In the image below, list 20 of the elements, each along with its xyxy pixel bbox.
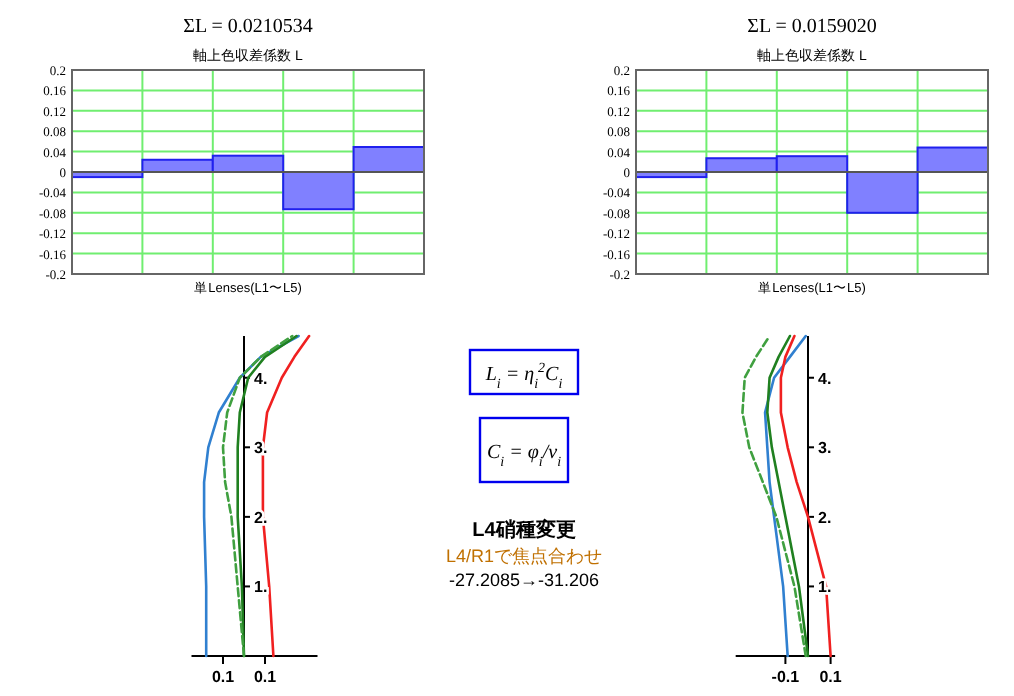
text: -27.2085→-31.206: [448, 570, 600, 590]
text: L$_{i}$ = η$_{i}$$^{2}$C$_{i}$: [483, 360, 563, 392]
y-tick-label: 3.: [818, 439, 832, 458]
y-tick-label: 4.: [818, 369, 832, 388]
text: L4/R1で焦点合わせ: [445, 546, 603, 566]
y-tick-label: 1.: [254, 578, 268, 597]
line-series: [779, 334, 832, 658]
y-tick-label: 4.: [254, 369, 268, 388]
chart-title: ΣL = 0.0159020: [747, 16, 877, 38]
x-tick-label: -0.1: [771, 668, 801, 686]
line-series: [202, 334, 300, 658]
text: C$_{i}$ = φ$_{i}$/ν$_{i}$: [486, 442, 562, 470]
line-series: [741, 334, 808, 658]
x-tick-label: 0.1: [819, 668, 843, 686]
chart-title: ΣL = 0.0210534: [183, 16, 313, 38]
x-tick-label: 0.1: [211, 668, 236, 686]
y-tick-label: 2.: [818, 508, 832, 527]
text: L4硝種変更: [472, 518, 576, 542]
line-series: [221, 334, 294, 658]
x-tick-label: 0.1: [253, 668, 278, 686]
